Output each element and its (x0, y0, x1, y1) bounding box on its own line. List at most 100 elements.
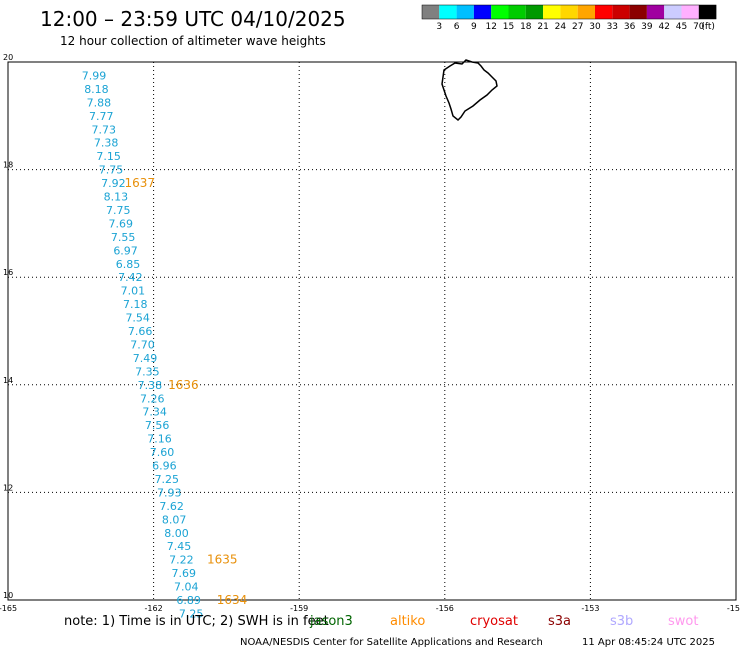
colorbar-swatch (646, 5, 665, 19)
colorbar-label: 9 (471, 22, 477, 32)
legend-swot: swot (668, 614, 698, 629)
colorbar-label: 45 (676, 22, 687, 32)
legend-jason3: jason3 (309, 614, 353, 629)
legend-s3a: s3a (548, 614, 571, 629)
wave-height-label: 7.34 (142, 406, 167, 419)
wave-height-label: 7.01 (121, 285, 146, 298)
wave-height-label: 8.07 (162, 513, 187, 526)
wave-height-label: 7.60 (150, 446, 175, 459)
pass-number-label: 1634 (217, 593, 248, 607)
pass-number-label: 1636 (168, 378, 199, 392)
colorbar-swatch (525, 5, 544, 19)
wave-height-label: 7.35 (135, 365, 160, 378)
gridlines (8, 62, 736, 600)
wave-height-label: 7.62 (159, 500, 184, 513)
wave-height-label: 8.00 (164, 527, 189, 540)
wave-height-label: 7.04 (174, 581, 199, 594)
colorbar-swatch (560, 5, 578, 19)
colorbar-label: 3 (436, 22, 442, 32)
wave-height-label: 7.66 (128, 325, 153, 338)
legend-s3b: s3b (610, 614, 633, 629)
wave-height-label: 7.16 (147, 433, 172, 446)
colorbar-label: 21 (537, 22, 548, 32)
wave-height-label: 7.93 (157, 486, 182, 499)
plot-area: -165 -162 -159 -156 -153 -150 10 12 14 16 18 20 7.9… (0, 53, 740, 620)
y-tick-label: 10 (3, 591, 13, 600)
chart-subtitle: 12 hour collection of altimeter wave hei… (60, 34, 326, 48)
y-tick-label: 14 (3, 376, 13, 385)
x-tick-label: -165 (0, 604, 17, 613)
wave-height-label: 7.75 (106, 204, 130, 217)
x-tick-label: -162 (145, 604, 163, 613)
wave-height-label: 7.92 (101, 177, 126, 190)
colorbar-swatch (439, 5, 457, 19)
credit-text: NOAA/NESDIS Center for Satellite Applica… (240, 637, 543, 648)
wave-height-label: 7.55 (111, 231, 135, 244)
colorbar-unit: (ft) (701, 22, 715, 32)
wave-height-label: 7.73 (91, 123, 116, 136)
timestamp-text: 11 Apr 08:45:24 UTC 2025 (582, 637, 715, 648)
colorbar-swatch (595, 5, 613, 19)
colorbar-swatch (664, 5, 682, 19)
wave-height-label: 7.25 (179, 607, 204, 620)
wave-height-label: 7.15 (96, 150, 121, 163)
wave-height-label: 7.42 (118, 271, 143, 284)
colorbar-label: 24 (555, 22, 567, 32)
wave-height-label: 6.85 (116, 258, 141, 271)
big-island-outline (441, 59, 498, 122)
wave-height-label: 7.70 (130, 338, 155, 351)
wave-height-label: 7.77 (89, 110, 114, 123)
colorbar-label: 42 (658, 22, 669, 32)
x-tick-label: -156 (436, 604, 454, 613)
colorbar-swatch (612, 5, 630, 19)
legend-cryosat: cryosat (470, 614, 518, 629)
wave-height-label: 8.13 (104, 191, 128, 204)
wave-height-label: 7.38 (138, 379, 163, 392)
wave-height-label: 7.75 (99, 164, 124, 177)
wave-height-colorbar: 3 6 9 12 15 18 21 24 27 30 33 36 39 42 45 70(ft) (421, 4, 717, 32)
axis-tick-labels: -165 -162 -159 -156 -153 -150 10 12 14 16 18 20 (0, 53, 740, 613)
colorbar-swatch (473, 5, 492, 19)
colorbar-swatch (698, 5, 717, 19)
colorbar-swatch (508, 5, 526, 19)
pass-number-label: 1635 (207, 553, 238, 567)
colorbar-label: 39 (641, 22, 653, 32)
y-tick-label: 12 (3, 483, 13, 492)
wave-height-label: 6.89 (176, 594, 201, 607)
wave-height-label: 6.96 (152, 460, 177, 473)
colorbar-label: 33 (607, 22, 618, 32)
wave-height-label: 7.49 (133, 352, 158, 365)
wave-height-label: 6.97 (113, 244, 138, 257)
wave-height-label: 7.22 (169, 554, 194, 567)
wave-height-label: 7.69 (108, 217, 132, 230)
colorbar-label: 70 (693, 22, 705, 32)
y-tick-label: 20 (3, 53, 13, 62)
colorbar-swatch (491, 5, 509, 19)
wave-height-label: 7.25 (155, 473, 180, 486)
wave-height-label: 7.26 (140, 392, 165, 405)
colorbar-swatch (543, 5, 561, 19)
pass-number-label: 1637 (124, 176, 155, 190)
colorbar-swatch (681, 5, 699, 19)
colorbar-swatch (577, 5, 595, 19)
colorbar-label: 30 (589, 22, 601, 32)
wave-height-label: 7.69 (172, 567, 197, 580)
satellite-legend: jason3 altiko cryosat s3a s3b swot (309, 614, 698, 629)
x-tick-label: -153 (581, 604, 599, 613)
legend-altiko: altiko (390, 614, 425, 629)
colorbar-label: 15 (503, 22, 514, 32)
wave-height-label: 7.38 (94, 137, 119, 150)
wave-height-label: 7.45 (167, 540, 192, 553)
y-tick-label: 18 (3, 161, 13, 170)
wave-height-label: 8.18 (84, 83, 109, 96)
wave-height-label: 7.88 (87, 96, 112, 109)
y-tick-label: 16 (3, 268, 13, 277)
plot-frame (7, 61, 737, 601)
colorbar-frame (421, 4, 717, 20)
wave-height-label: 7.99 (82, 69, 107, 82)
colorbar-swatch (422, 5, 440, 19)
colorbar-label: 18 (520, 22, 532, 32)
colorbar-label: 12 (485, 22, 496, 32)
colorbar-swatch (456, 5, 474, 19)
wave-height-label: 7.56 (145, 419, 170, 432)
